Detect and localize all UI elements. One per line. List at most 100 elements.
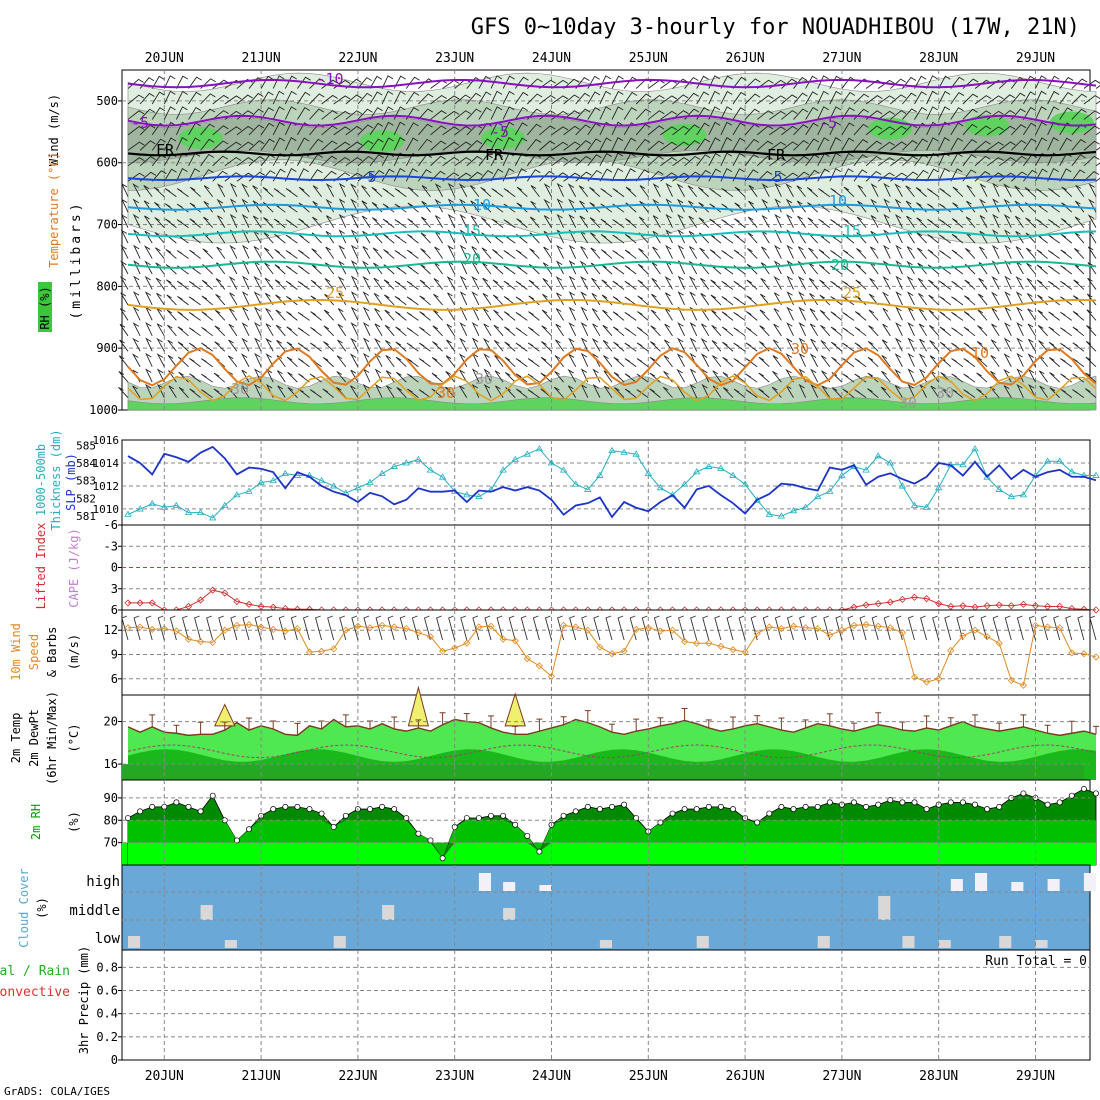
- wind-barb: [1047, 250, 1060, 259]
- wind-barb: [350, 183, 359, 197]
- wind-barb: [830, 280, 843, 290]
- wind-barb: [841, 152, 854, 167]
- wind-barb: [744, 78, 761, 89]
- w10-marker: [511, 637, 519, 645]
- w10-marker: [305, 648, 314, 656]
- wind-barb: [1072, 311, 1085, 321]
- w10-marker: [729, 646, 737, 654]
- wind-barb: [326, 215, 335, 228]
- rh-unit: (%): [67, 811, 81, 833]
- wind-barb: [1037, 325, 1048, 337]
- wind-barb: [831, 372, 843, 383]
- wind-barb: [965, 216, 976, 228]
- wind-barb: [189, 358, 201, 368]
- wind-barb: [1083, 110, 1100, 120]
- rh-marker: [875, 801, 882, 808]
- wind-barb: [418, 138, 433, 151]
- w10-barb: [242, 615, 250, 641]
- wind-barb: [986, 126, 1004, 136]
- cloud-high-bar: [539, 885, 552, 891]
- wind-barb: [696, 122, 710, 136]
- wind-barb: [1023, 75, 1036, 89]
- wind-barb: [554, 355, 564, 368]
- wind-barb: [298, 373, 310, 383]
- y-tick-label: 90: [104, 791, 118, 805]
- wind-barb: [769, 110, 786, 120]
- wind-barb: [1048, 187, 1060, 198]
- wind-barb: [926, 106, 938, 120]
- w10-marker: [765, 623, 773, 631]
- wind-barb: [785, 337, 794, 352]
- wind-barb: [374, 308, 383, 321]
- wind-barb: [248, 92, 264, 105]
- wind-barb: [480, 186, 492, 198]
- wind-barb: [297, 327, 310, 337]
- w10-barb: [992, 615, 1000, 641]
- w10-barb: [895, 615, 903, 641]
- wind-barb: [1049, 372, 1061, 383]
- wind-barb: [906, 291, 915, 306]
- wind-barb: [127, 110, 145, 120]
- wind-barb: [756, 95, 774, 105]
- wind-barb: [867, 372, 879, 383]
- wind-barb: [471, 275, 480, 290]
- wind-barb: [797, 215, 806, 228]
- w10-barb: [762, 615, 770, 641]
- thickness-label-1: 1000-500mb: [34, 444, 48, 516]
- wind-barb: [127, 94, 145, 105]
- wind-barb: [466, 155, 483, 167]
- wind-barb: [336, 386, 347, 398]
- wind-barb: [323, 309, 335, 321]
- wind-barb: [1047, 167, 1059, 182]
- wind-barb: [677, 291, 686, 306]
- rh-marker: [959, 799, 966, 806]
- wind-barb: [144, 215, 153, 228]
- wind-barb: [1010, 139, 1027, 151]
- w10-marker: [184, 635, 193, 643]
- wind-barb: [272, 137, 286, 151]
- wind-barb: [264, 277, 274, 290]
- w10-marker: [475, 623, 483, 631]
- cloud-high-bar: [975, 873, 988, 891]
- w10-barb: [678, 615, 686, 641]
- wind-barb: [333, 95, 351, 105]
- w10-marker: [378, 621, 386, 629]
- wind-barb: [883, 229, 891, 244]
- li-marker: [983, 602, 991, 610]
- chart-title: GFS 0~10day 3-hourly for NOUADHIBOU (17W…: [471, 15, 1080, 40]
- thickness-marker: [898, 482, 907, 489]
- wind-barb: [145, 337, 153, 352]
- wind-barb: [568, 337, 577, 352]
- wind-barb: [665, 229, 673, 244]
- wind-barb: [1004, 229, 1012, 244]
- wind-barb: [652, 198, 661, 213]
- slp-label: SLP (mb): [64, 453, 78, 511]
- wind-barb: [1004, 275, 1012, 290]
- wind-barb: [870, 215, 879, 228]
- wind-barb: [260, 91, 274, 105]
- date-label-bottom: 20JUN: [145, 1069, 184, 1084]
- cloud-mid-bar: [200, 905, 213, 920]
- wind-barb: [708, 121, 721, 136]
- wind-barb: [612, 188, 625, 198]
- wind-barb: [200, 138, 215, 151]
- wind-barb: [744, 169, 759, 182]
- wind-barb: [930, 385, 940, 398]
- contour-10: [127, 203, 1097, 211]
- wind-barb: [649, 356, 661, 368]
- wind-barb: [688, 230, 698, 244]
- wind-barb: [454, 157, 472, 167]
- thickness-marker: [717, 464, 725, 471]
- wind-barb: [215, 293, 226, 306]
- w10-barb: [1077, 615, 1085, 641]
- w10-barb: [690, 615, 698, 641]
- wind-barb: [287, 371, 298, 383]
- wind-barb: [684, 155, 701, 167]
- wind-barb: [939, 326, 952, 337]
- wind-barb: [978, 277, 988, 290]
- wind-barb: [916, 217, 927, 228]
- wind-barb: [212, 155, 229, 167]
- wind-barb: [493, 324, 504, 337]
- date-label-bottom: 28JUN: [919, 1069, 958, 1084]
- wind-barb: [745, 373, 758, 383]
